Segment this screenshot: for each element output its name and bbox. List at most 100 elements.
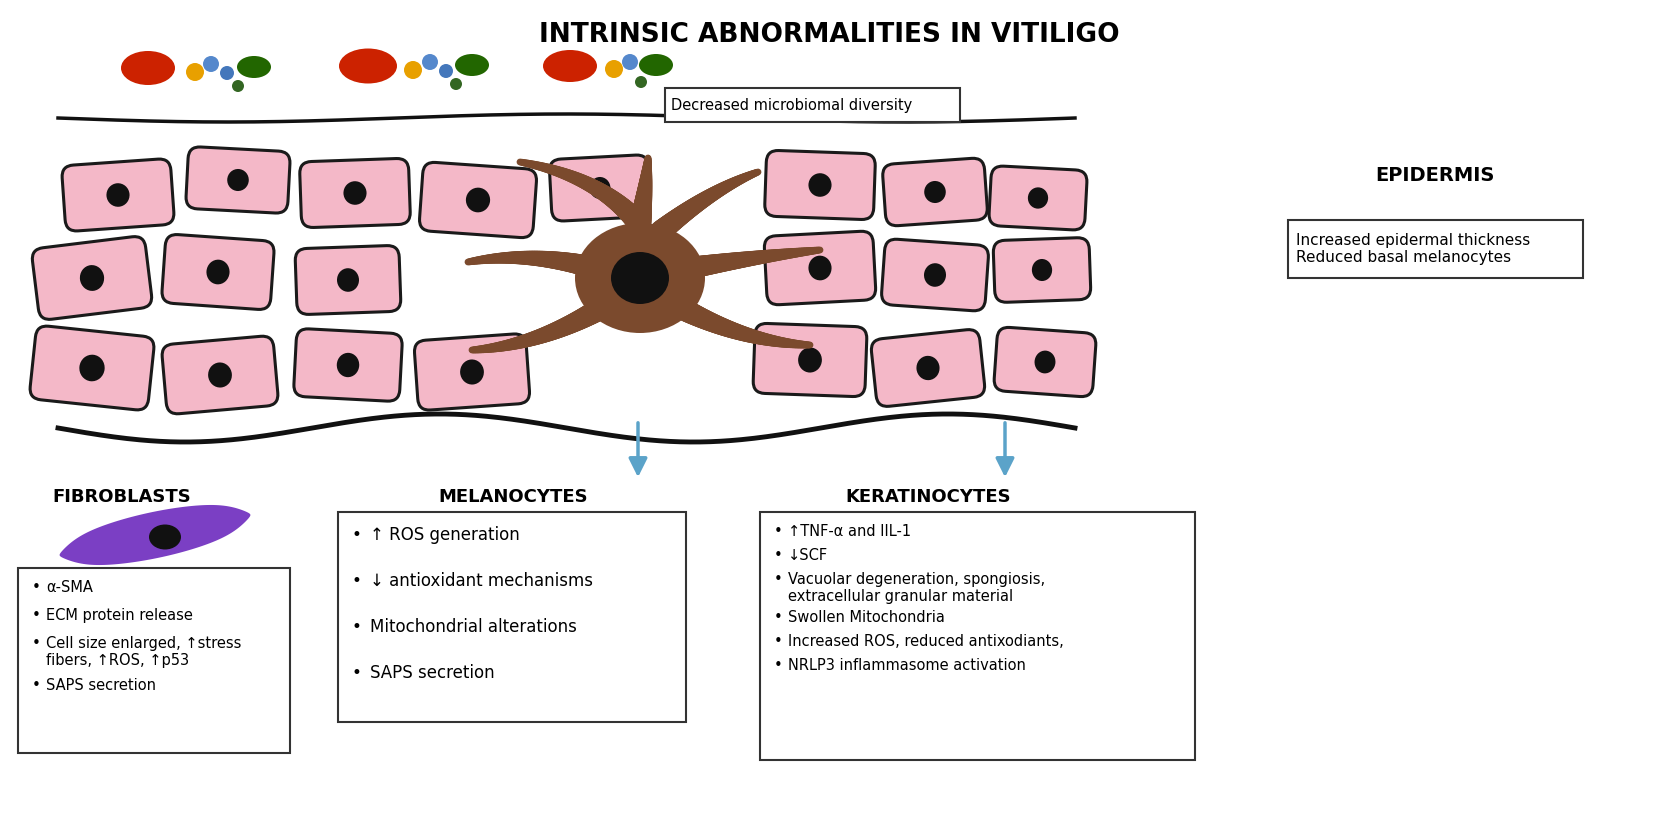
FancyBboxPatch shape <box>993 238 1090 302</box>
Ellipse shape <box>923 181 944 203</box>
Text: •: • <box>31 608 41 623</box>
Ellipse shape <box>923 264 946 287</box>
Circle shape <box>605 60 623 78</box>
Ellipse shape <box>227 169 249 191</box>
Ellipse shape <box>454 54 489 76</box>
Text: •: • <box>31 678 41 693</box>
FancyBboxPatch shape <box>764 150 875 219</box>
FancyBboxPatch shape <box>548 155 650 221</box>
Text: •: • <box>774 634 782 649</box>
FancyBboxPatch shape <box>764 232 875 305</box>
Circle shape <box>423 54 437 70</box>
FancyBboxPatch shape <box>664 88 959 122</box>
Text: Increased ROS, reduced antixodiants,: Increased ROS, reduced antixodiants, <box>787 634 1064 649</box>
Circle shape <box>232 80 244 92</box>
Text: •: • <box>351 572 361 590</box>
Ellipse shape <box>466 188 490 213</box>
Circle shape <box>439 64 452 78</box>
Ellipse shape <box>809 173 832 197</box>
Circle shape <box>635 76 646 88</box>
Ellipse shape <box>638 54 673 76</box>
Ellipse shape <box>80 355 104 381</box>
Text: •: • <box>774 572 782 587</box>
Ellipse shape <box>338 48 396 84</box>
Ellipse shape <box>543 50 597 82</box>
Ellipse shape <box>590 177 610 199</box>
FancyBboxPatch shape <box>61 159 174 231</box>
Text: •: • <box>774 658 782 673</box>
FancyBboxPatch shape <box>162 235 273 310</box>
Text: •: • <box>774 548 782 563</box>
FancyBboxPatch shape <box>30 326 154 410</box>
Ellipse shape <box>149 525 181 549</box>
Text: ↑ ROS generation: ↑ ROS generation <box>370 526 519 544</box>
FancyBboxPatch shape <box>419 163 537 237</box>
FancyBboxPatch shape <box>882 158 986 226</box>
Text: SAPS secretion: SAPS secretion <box>370 664 494 682</box>
FancyBboxPatch shape <box>414 334 529 410</box>
Ellipse shape <box>809 255 832 280</box>
Ellipse shape <box>207 259 229 284</box>
Text: INTRINSIC ABNORMALITIES IN VITILIGO: INTRINSIC ABNORMALITIES IN VITILIGO <box>539 22 1118 48</box>
Ellipse shape <box>1034 351 1056 374</box>
Ellipse shape <box>237 56 270 78</box>
Ellipse shape <box>916 355 940 380</box>
Ellipse shape <box>336 353 360 377</box>
Text: FIBROBLASTS: FIBROBLASTS <box>51 488 191 506</box>
Ellipse shape <box>797 347 822 373</box>
Text: •: • <box>774 610 782 625</box>
Text: α-SMA: α-SMA <box>46 580 93 595</box>
Ellipse shape <box>80 265 104 291</box>
Ellipse shape <box>336 268 360 291</box>
Ellipse shape <box>121 51 176 85</box>
Text: ↓SCF: ↓SCF <box>787 548 827 563</box>
Text: EPIDERMIS: EPIDERMIS <box>1375 166 1495 185</box>
FancyBboxPatch shape <box>186 147 290 213</box>
Ellipse shape <box>611 252 668 304</box>
Circle shape <box>621 54 638 70</box>
Circle shape <box>186 63 204 81</box>
Text: Decreased microbiomal diversity: Decreased microbiomal diversity <box>671 98 911 112</box>
Ellipse shape <box>209 362 232 388</box>
Ellipse shape <box>575 223 704 333</box>
Text: Increased epidermal thickness
Reduced basal melanocytes: Increased epidermal thickness Reduced ba… <box>1296 233 1529 265</box>
Polygon shape <box>60 505 250 565</box>
Text: SAPS secretion: SAPS secretion <box>46 678 156 693</box>
Ellipse shape <box>106 183 129 207</box>
Text: Swollen Mitochondria: Swollen Mitochondria <box>787 610 944 625</box>
FancyBboxPatch shape <box>989 166 1087 230</box>
FancyBboxPatch shape <box>759 512 1195 760</box>
Circle shape <box>449 78 462 90</box>
Text: NRLP3 inflammasome activation: NRLP3 inflammasome activation <box>787 658 1026 673</box>
Circle shape <box>220 66 234 80</box>
Text: ↑TNF-α and IIL-1: ↑TNF-α and IIL-1 <box>787 524 911 539</box>
Text: •: • <box>31 580 41 595</box>
Text: •: • <box>351 526 361 544</box>
Circle shape <box>202 56 219 72</box>
Ellipse shape <box>1027 187 1047 209</box>
Text: •: • <box>351 618 361 636</box>
FancyBboxPatch shape <box>882 239 988 311</box>
FancyBboxPatch shape <box>33 236 151 319</box>
Text: ECM protein release: ECM protein release <box>46 608 192 623</box>
FancyBboxPatch shape <box>994 328 1095 397</box>
FancyBboxPatch shape <box>752 323 867 397</box>
Text: ↓ antioxidant mechanisms: ↓ antioxidant mechanisms <box>370 572 593 590</box>
Text: KERATINOCYTES: KERATINOCYTES <box>845 488 1011 506</box>
FancyBboxPatch shape <box>1287 220 1582 278</box>
Text: Mitochondrial alterations: Mitochondrial alterations <box>370 618 577 636</box>
Ellipse shape <box>1031 259 1052 281</box>
FancyBboxPatch shape <box>295 245 401 314</box>
FancyBboxPatch shape <box>300 158 409 227</box>
Text: •: • <box>774 524 782 539</box>
Ellipse shape <box>343 181 366 204</box>
Text: •: • <box>351 664 361 682</box>
FancyBboxPatch shape <box>293 329 403 401</box>
Circle shape <box>404 61 423 79</box>
FancyBboxPatch shape <box>338 512 686 722</box>
FancyBboxPatch shape <box>872 329 984 406</box>
Text: MELANOCYTES: MELANOCYTES <box>437 488 587 506</box>
Text: Vacuolar degeneration, spongiosis,
extracellular granular material: Vacuolar degeneration, spongiosis, extra… <box>787 572 1044 604</box>
Text: Cell size enlarged, ↑stress
fibers, ↑ROS, ↑p53: Cell size enlarged, ↑stress fibers, ↑ROS… <box>46 636 242 668</box>
FancyBboxPatch shape <box>162 337 278 414</box>
